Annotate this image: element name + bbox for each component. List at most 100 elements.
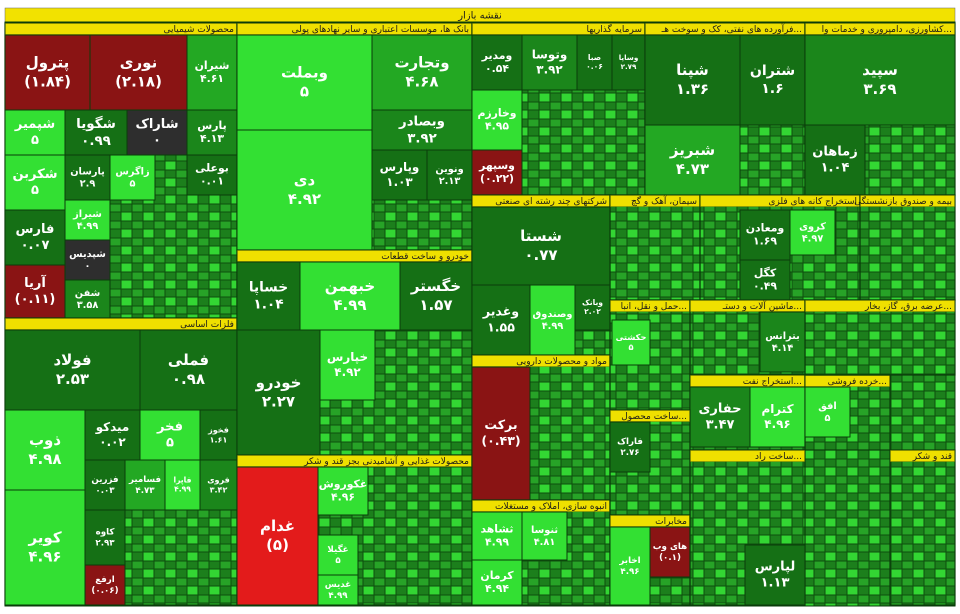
tile-name: شبریز <box>669 141 715 159</box>
tile-name: فزرین <box>91 475 118 485</box>
tile-name: خودرو <box>255 374 302 392</box>
tile-name: فارس <box>16 222 55 237</box>
tile-name: خبهمن <box>325 277 375 295</box>
sectors: محصولات شیمیایی پترول(۱.۸۴) نوری(۲.۱۸) شیرا… <box>4 22 956 606</box>
tile <box>644 124 741 196</box>
tile-value: ۴.۶۱ <box>200 72 224 85</box>
tile-value: ۵ <box>31 183 39 198</box>
sector: قند و شکر <box>889 449 956 606</box>
tile <box>471 89 523 151</box>
tile-name: وسپهر <box>478 159 515 172</box>
tile <box>236 129 373 251</box>
tile <box>471 34 523 91</box>
tile <box>236 329 321 456</box>
tile <box>236 466 319 606</box>
sector-name: خودرو و ساخت قطعات <box>381 252 469 262</box>
tile-name: وبانک <box>582 298 603 307</box>
sector: مواد و محصولات دارویی برکت(۰.۴۳) <box>471 354 611 501</box>
tile <box>64 239 111 281</box>
tile-name: زاگرس <box>115 165 149 177</box>
tile-name: شیران <box>195 59 230 72</box>
tile <box>126 109 188 156</box>
tile-name: وبملت <box>281 64 328 82</box>
tile <box>317 534 359 576</box>
tile <box>739 34 806 126</box>
tile <box>371 109 473 151</box>
tile-value: ۵ <box>31 133 39 148</box>
tile-name: شپنا <box>676 61 709 80</box>
tile <box>371 149 428 201</box>
tile-name: فخر <box>156 419 183 434</box>
tile-name: ومعادن <box>746 221 785 234</box>
sector-name: فرآورده های نفتی، کک و سوخت هـ... <box>661 23 802 35</box>
tile-name: کروی <box>799 221 826 232</box>
tile <box>317 574 359 606</box>
tile-name: غکوروش <box>319 477 368 490</box>
tile-value: ۳.۹۲ <box>407 131 436 146</box>
tile-value: ۴.۹۹ <box>77 221 99 232</box>
tile-value: ۳.۶۹ <box>863 80 896 98</box>
tile <box>319 329 376 401</box>
tile-name: پترول <box>26 54 69 73</box>
tile-name: فاپرا <box>173 475 191 484</box>
tile-value: ۴.۷۳ <box>676 160 709 178</box>
tile-value: ۲.۰۲ <box>584 307 601 316</box>
tile-value: ۱.۵۵ <box>487 319 515 334</box>
tile <box>64 109 128 156</box>
tile-value: ۱.۱۳ <box>761 576 790 591</box>
tile <box>426 149 473 201</box>
tile-value: (۰.۰۶) <box>91 586 118 596</box>
tile-value: ۲.۲۷ <box>262 392 295 410</box>
tile-name: کاوه <box>96 528 116 538</box>
tile-name: خگستر <box>410 277 461 295</box>
tile-name: اخابر <box>618 556 640 566</box>
tile <box>4 329 141 411</box>
tile-value: ۱.۶ <box>761 81 784 97</box>
tile <box>804 386 851 438</box>
tile-value: ۰.۹۸ <box>172 370 205 388</box>
tile-value: (۲.۱۸) <box>115 72 162 90</box>
tile-name: حفاری <box>698 401 741 416</box>
tile-name: بترانس <box>765 331 800 342</box>
tile <box>471 149 523 196</box>
tile-name: فاراک <box>617 437 643 447</box>
tile-value: ۴.۱۳ <box>200 132 224 145</box>
tile <box>649 526 691 578</box>
tile-value: ۴.۸۱ <box>534 537 556 548</box>
sector-name: سیمان، آهک و گچ <box>631 195 697 207</box>
tile <box>804 124 866 196</box>
tile <box>521 511 568 561</box>
tile-value: ۰.۰۱ <box>200 175 224 188</box>
sector: عرضه برق، گاز، بخار... <box>804 299 956 376</box>
tile-value: ۴.۹۹ <box>174 485 191 494</box>
tile-name: فروی <box>207 476 230 485</box>
tile <box>199 409 238 461</box>
tile <box>611 319 651 366</box>
tile-value: ۰.۰۷ <box>21 238 50 253</box>
sector-name: مواد و محصولات دارویی <box>516 357 607 367</box>
tile-name: زماهان <box>812 144 858 159</box>
tile-value: ۰.۹۹ <box>81 133 111 149</box>
tile-name: وتجارت <box>394 54 449 72</box>
tile-name: غگیلا <box>327 544 348 555</box>
tile-name: شپدیس <box>69 249 106 260</box>
tile-value: ۱.۰۴ <box>253 296 283 312</box>
tile-name: ذوب <box>29 431 61 449</box>
sector-name: بانک ها، موسسات اعتباری و سایر نهادهای پ… <box>292 25 469 35</box>
tile-value: ۴.۹۹ <box>542 321 564 332</box>
tile-name: فخوز <box>207 426 229 435</box>
tile <box>789 209 836 256</box>
tile-value: ۰.۵۴ <box>485 62 509 75</box>
tile-value: ۵ <box>130 179 136 190</box>
tile-name: کترام <box>761 402 793 416</box>
sector-header <box>690 450 805 462</box>
tile-name: وصندوق <box>533 309 573 320</box>
tile <box>521 34 578 91</box>
tile-name: غدیس <box>325 580 352 590</box>
sector-name: عرضه برق، گاز، بخار... <box>864 300 952 312</box>
tile-value: ۰.۴۹ <box>753 280 777 293</box>
